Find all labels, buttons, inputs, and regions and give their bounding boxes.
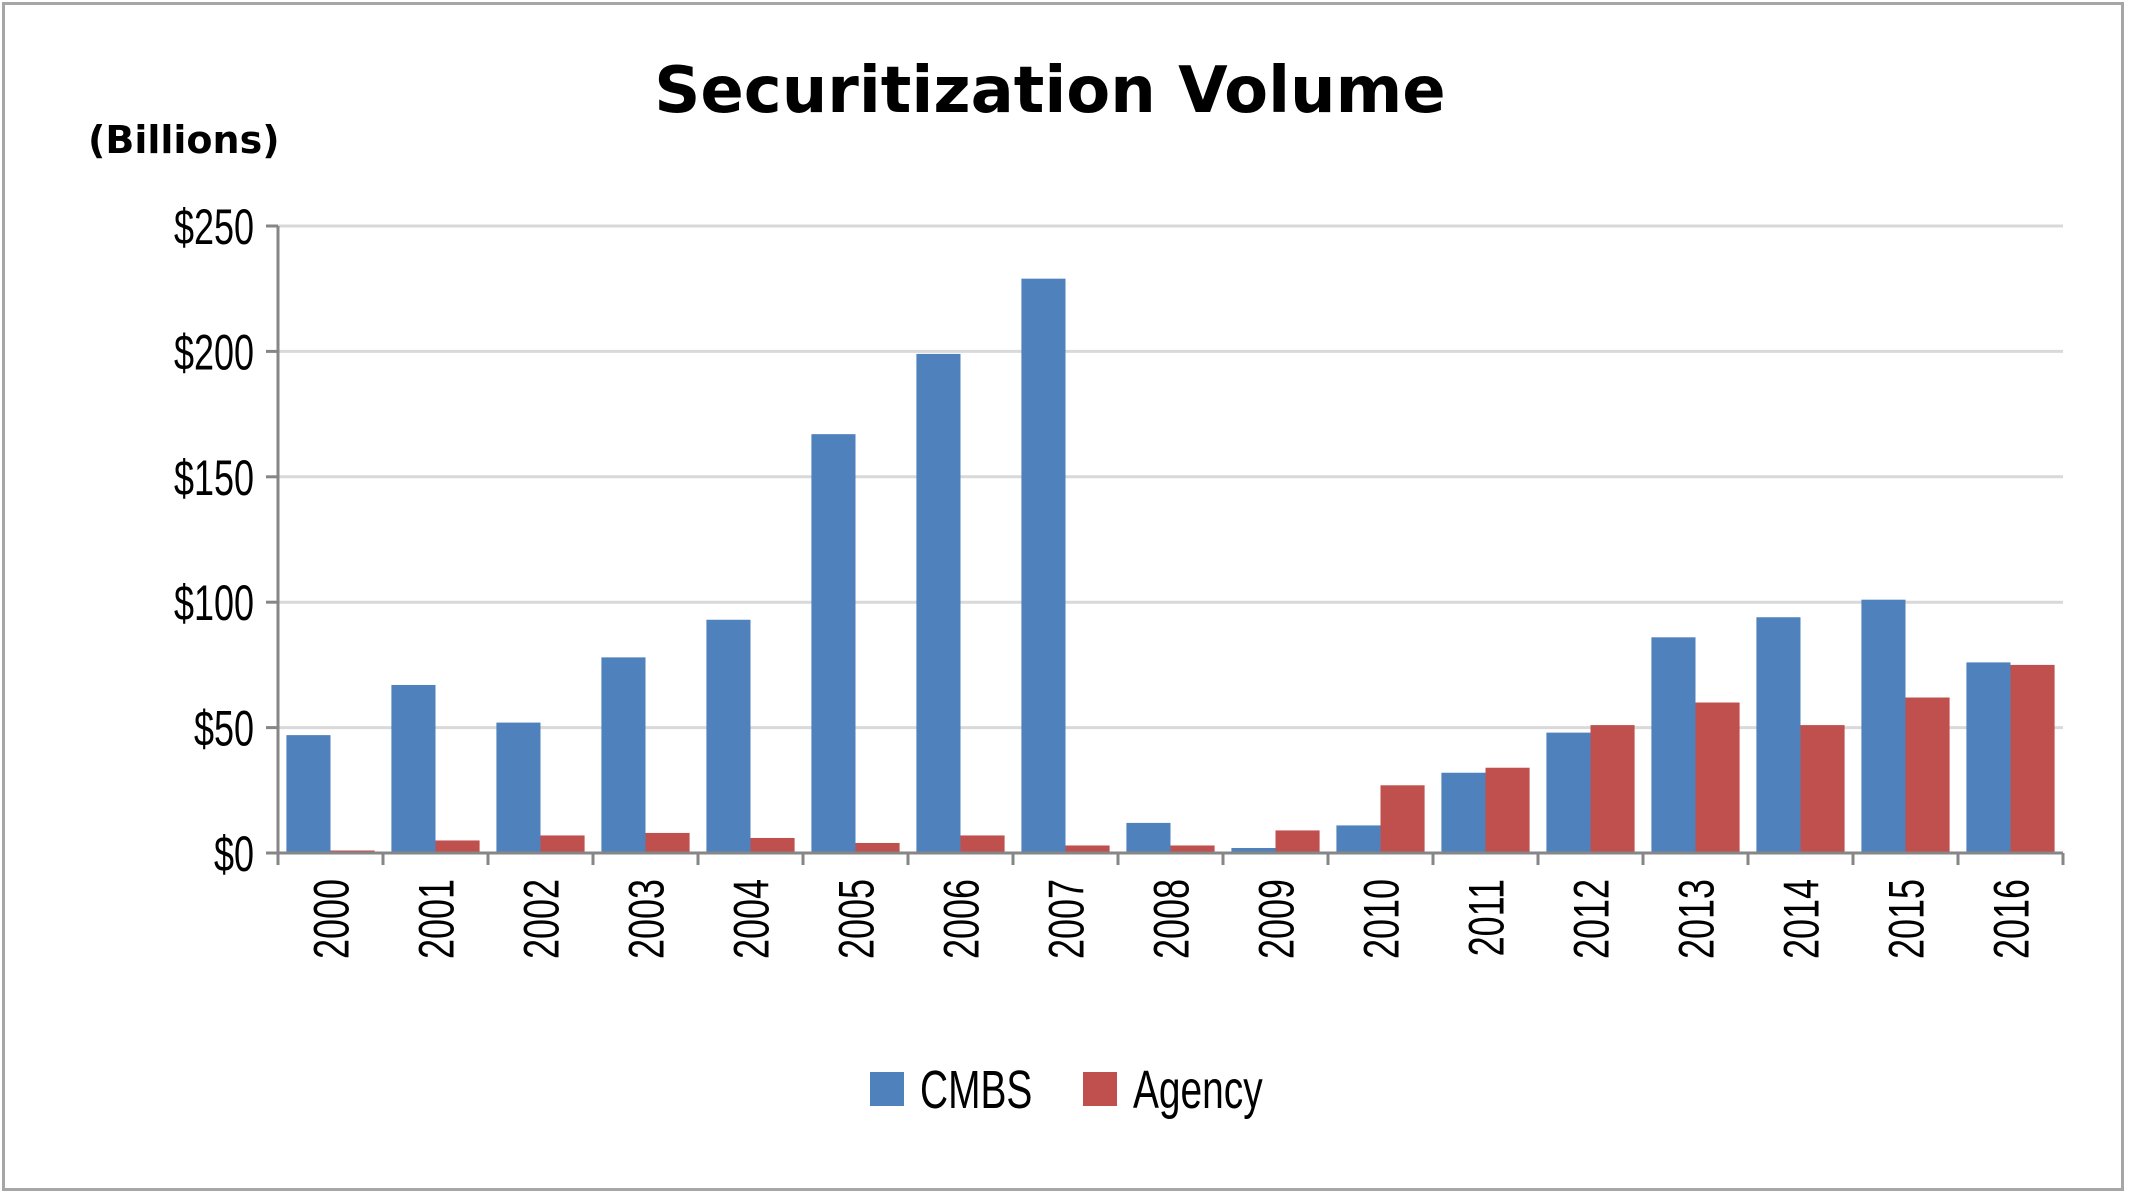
chart-title: Securitization Volume — [654, 54, 1445, 128]
legend-swatch-agency — [1083, 1072, 1117, 1106]
bar-cmbs-2004 — [706, 619, 751, 853]
bar-agency-2016 — [2010, 664, 2055, 853]
bars — [286, 278, 2055, 854]
bar-cmbs-2007 — [1021, 278, 1066, 854]
bar-cmbs-2010 — [1336, 825, 1381, 853]
legend-label-agency: Agency — [1133, 1059, 1263, 1120]
y-axis-ticks: $0 $50 $100 $150 $200 $250 — [174, 200, 254, 882]
y-tick-label-150: $150 — [174, 451, 254, 506]
x-tick-label-2002: 2002 — [515, 879, 570, 959]
bar-cmbs-2005 — [811, 434, 856, 853]
y-tick-label-100: $100 — [174, 577, 254, 632]
bar-cmbs-2014 — [1756, 617, 1801, 853]
bar-cmbs-2013 — [1651, 637, 1696, 853]
x-tick-label-2011: 2011 — [1460, 879, 1515, 956]
y-tick-label-0: $0 — [214, 827, 254, 882]
x-tick-label-2008: 2008 — [1145, 879, 1200, 959]
bar-agency-2012 — [1590, 725, 1635, 853]
bar-cmbs-2006 — [916, 353, 961, 853]
x-tick-label-2005: 2005 — [830, 879, 885, 959]
bar-agency-2008 — [1170, 845, 1215, 853]
x-tick-label-2000: 2000 — [305, 879, 360, 959]
legend: CMBS Agency — [870, 1059, 1263, 1120]
bar-cmbs-2003 — [601, 657, 646, 853]
bar-cmbs-2001 — [391, 684, 436, 853]
y-axis-unit-label: (Billions) — [88, 118, 280, 162]
bar-cmbs-2002 — [496, 722, 541, 853]
x-tick-label-2004: 2004 — [725, 879, 780, 959]
x-tick-label-2003: 2003 — [620, 879, 675, 959]
bar-cmbs-2011 — [1441, 772, 1486, 853]
bar-cmbs-2009 — [1231, 847, 1276, 853]
y-tick-label-250: $250 — [174, 200, 254, 255]
bar-agency-2002 — [540, 835, 585, 853]
x-tick-label-2010: 2010 — [1355, 879, 1410, 959]
legend-label-cmbs: CMBS — [920, 1059, 1032, 1120]
legend-swatch-cmbs — [870, 1072, 904, 1106]
bar-agency-2010 — [1380, 785, 1425, 853]
y-tick-label-50: $50 — [194, 702, 254, 757]
bar-agency-2009 — [1275, 830, 1320, 853]
x-tick-label-2015: 2015 — [1880, 879, 1935, 959]
bar-agency-2011 — [1485, 767, 1530, 853]
bar-cmbs-2000 — [286, 735, 331, 853]
x-tick-label-2012: 2012 — [1565, 879, 1620, 959]
bar-agency-2014 — [1800, 725, 1845, 853]
bar-agency-2013 — [1695, 702, 1740, 853]
bar-cmbs-2012 — [1546, 732, 1591, 853]
bar-cmbs-2016 — [1966, 662, 2011, 853]
x-tick-label-2013: 2013 — [1670, 879, 1725, 959]
x-axis-ticks: 2000 2001 2002 2003 2004 2005 2006 2007 2008 2009… — [305, 879, 2040, 959]
bar-agency-2006 — [960, 835, 1005, 853]
y-tick-label-200: $200 — [174, 326, 254, 381]
x-tick-label-2014: 2014 — [1775, 879, 1830, 959]
bar-agency-2001 — [435, 840, 480, 853]
bar-agency-2003 — [645, 832, 690, 853]
bar-cmbs-2015 — [1861, 599, 1906, 853]
x-tick-label-2007: 2007 — [1040, 879, 1095, 959]
x-tick-label-2009: 2009 — [1250, 879, 1305, 959]
bar-agency-2015 — [1905, 697, 1950, 853]
bar-agency-2007 — [1065, 845, 1110, 853]
x-tick-label-2006: 2006 — [935, 879, 990, 959]
bar-agency-2005 — [855, 842, 900, 853]
axes — [266, 224, 2065, 865]
x-tick-label-2001: 2001 — [410, 879, 465, 959]
bar-agency-2004 — [750, 837, 795, 853]
bar-cmbs-2008 — [1126, 822, 1171, 853]
x-tick-label-2016: 2016 — [1985, 879, 2040, 959]
